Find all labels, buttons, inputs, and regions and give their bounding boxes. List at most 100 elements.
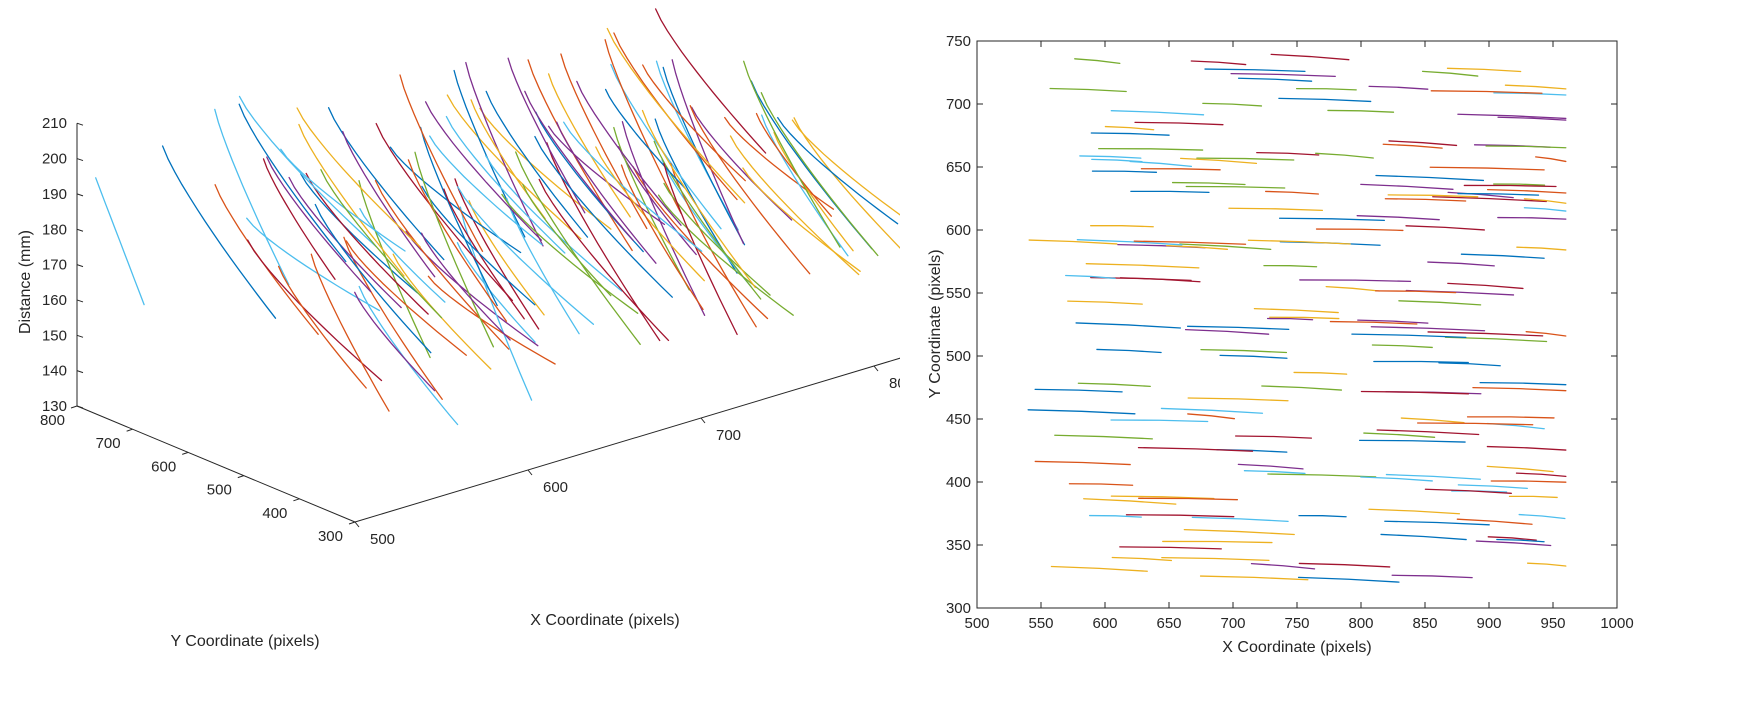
trajectory-3d-line	[641, 109, 756, 289]
trajectory-line	[1363, 432, 1436, 438]
trajectory-3d-line	[468, 200, 545, 316]
trajectory-line	[1370, 326, 1486, 332]
trajectory-3d-line	[479, 107, 612, 230]
trajectory-line	[1191, 516, 1289, 522]
y-tick-label: 750	[946, 33, 971, 50]
trajectory-line	[1486, 189, 1567, 194]
trajectory-line	[1250, 562, 1316, 570]
y-tick-label: 650	[946, 159, 971, 176]
trajectory-line	[1508, 495, 1558, 499]
x-tick-label: 550	[1028, 615, 1053, 632]
trajectory-line	[1523, 207, 1567, 212]
x-tick-label: 1000	[1600, 615, 1633, 632]
trajectory-3d-line	[522, 183, 612, 297]
trajectory-3d-line	[724, 116, 835, 210]
trajectory-3d-line	[671, 59, 745, 245]
trajectory-line	[1446, 67, 1522, 73]
y-tick	[182, 451, 189, 455]
trajectory-line	[1525, 331, 1567, 337]
trajectory-3d-line	[314, 203, 432, 354]
trajectory-line	[1267, 473, 1377, 478]
trajectory-line	[1134, 121, 1224, 126]
trajectory-line	[1373, 360, 1469, 364]
x-tick-label: 800	[889, 375, 900, 392]
trajectory-line	[1295, 88, 1357, 91]
trajectory-3d-line	[420, 232, 511, 341]
trajectory-3d-line	[662, 66, 746, 246]
trajectory-line	[1487, 536, 1537, 541]
trajectory-line	[1485, 145, 1567, 149]
trajectory-line	[1516, 246, 1567, 251]
trajectory-3d-line	[534, 135, 673, 298]
trajectory-3d-line	[305, 172, 429, 315]
trajectory-line	[1264, 190, 1319, 195]
trajectory-3d-line	[214, 108, 290, 286]
trajectory-line	[1382, 143, 1443, 149]
2d-trajectory-chart: 500 550 600 650 700 750 800 850 900 950 1000 300 350…	[927, 33, 1634, 656]
trajectory-line	[1270, 53, 1350, 61]
trajectory-line	[1050, 565, 1148, 572]
z-tick-label: 200	[42, 151, 67, 168]
z-tick	[76, 122, 84, 126]
trajectory-3d-line	[563, 121, 703, 252]
trajectory-line	[1421, 70, 1479, 77]
y-tick-label: 700	[946, 96, 971, 113]
trajectory-line	[1065, 274, 1116, 280]
trajectory-line	[1098, 147, 1204, 151]
trajectory-line	[1490, 480, 1567, 483]
trajectory-line	[1380, 533, 1467, 541]
z-tick	[76, 334, 84, 338]
trajectory-3d-line	[310, 253, 390, 412]
trajectory-line	[1179, 243, 1272, 251]
x-tick-label: 650	[1156, 615, 1181, 632]
trajectory-3d-line	[342, 130, 436, 278]
x-tick-label: 950	[1540, 615, 1565, 632]
trajectory-line	[1130, 190, 1210, 194]
trajectory-line	[1360, 476, 1433, 482]
trajectory-line	[1140, 168, 1221, 171]
trajectory-line	[1368, 85, 1429, 90]
trajectory-line	[1504, 84, 1567, 90]
trajectory-3d-line	[246, 239, 383, 382]
trajectory-line	[1083, 498, 1177, 505]
trajectory-3d-line	[262, 158, 336, 280]
trajectory-line	[1375, 290, 1457, 294]
trajectory-line	[1496, 538, 1545, 543]
y-tick-label: 400	[262, 505, 287, 522]
trajectory-3d-line	[760, 92, 879, 257]
trajectory-line	[1388, 140, 1458, 147]
trajectory-3d-line	[743, 60, 841, 248]
trajectory-line	[1518, 513, 1566, 520]
trajectory-line	[1497, 116, 1567, 121]
trajectory-line	[1479, 381, 1567, 386]
y-tick	[126, 428, 133, 432]
trajectory-line	[1263, 264, 1318, 268]
trajectory-line	[1090, 225, 1154, 228]
z-axis-label: Distance (mm)	[17, 230, 34, 334]
x-tick-label: 500	[964, 615, 989, 632]
trajectory-line	[1171, 181, 1246, 186]
trajectory-line	[1327, 109, 1395, 113]
trajectory-line	[1237, 463, 1304, 470]
trajectory-3d-line	[427, 275, 556, 365]
trajectory-line	[1438, 362, 1501, 367]
trajectory-line	[1493, 183, 1546, 186]
trajectory-line	[1398, 300, 1482, 306]
trajectory-line	[1129, 160, 1193, 168]
trajectory-line	[1424, 488, 1512, 494]
trajectory-3d-line	[777, 116, 899, 225]
trajectory-3d-line	[556, 121, 657, 264]
trajectory-line	[1034, 388, 1123, 393]
trajectory-line	[1430, 90, 1543, 94]
x-tick-label: 600	[543, 479, 568, 496]
trajectory-line	[1385, 473, 1481, 480]
y-axis-label: Y Coordinate (pixels)	[927, 249, 944, 398]
trajectory-3d-line	[399, 74, 484, 252]
trajectory-line	[1235, 435, 1313, 439]
left-chart-panel: 5006007008009001000300400500600700800130…	[17, 8, 1268, 650]
trajectory-3d-line	[538, 178, 670, 342]
trajectory-3d-line	[296, 107, 421, 248]
trajectory-line	[1405, 225, 1485, 231]
trajectory-3d-line	[358, 180, 431, 359]
trajectory-line	[1427, 261, 1495, 267]
